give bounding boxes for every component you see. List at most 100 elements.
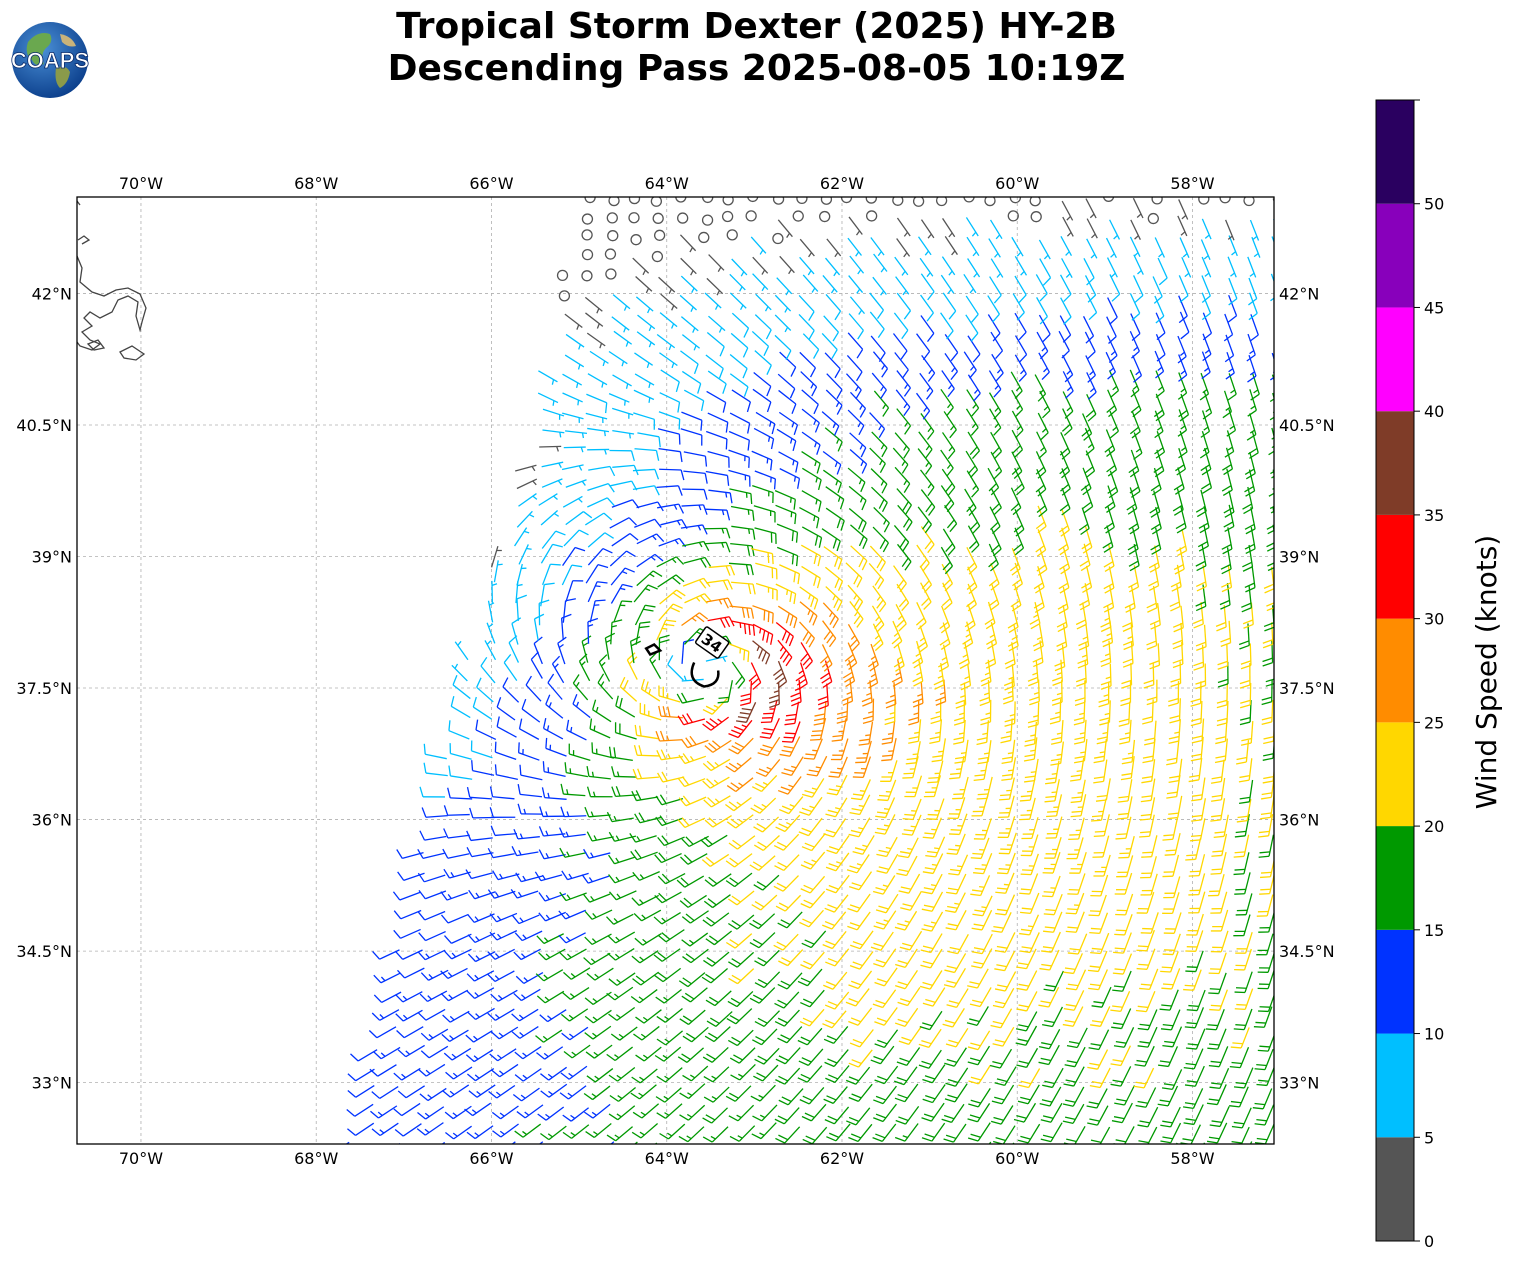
wind-barb xyxy=(896,488,912,515)
wind-barb xyxy=(1114,914,1133,936)
wind-barb xyxy=(677,212,689,224)
wind-barb xyxy=(801,431,821,455)
wind-barb xyxy=(1114,1085,1136,1106)
wind-barb xyxy=(512,1087,540,1102)
wind-barb xyxy=(1043,911,1063,933)
wind-barb xyxy=(480,656,496,684)
wind-barb xyxy=(1004,642,1016,670)
wind-barb xyxy=(1109,274,1121,302)
wind-barb xyxy=(848,1007,873,1026)
wind-barb xyxy=(496,697,516,721)
wind-barb xyxy=(1016,948,1037,970)
wind-barb xyxy=(1216,700,1229,727)
wind-barb xyxy=(1177,335,1187,364)
wind-barb xyxy=(538,826,566,837)
colorbar-bin xyxy=(1376,100,1414,204)
wind-barb xyxy=(806,755,828,777)
wind-barb xyxy=(965,295,979,323)
wind-barb xyxy=(729,353,748,379)
wind-barb xyxy=(775,504,797,525)
wind-barb xyxy=(628,212,640,224)
wind-barb xyxy=(423,762,448,777)
wind-barb xyxy=(563,1143,565,1144)
wind-barb xyxy=(1150,467,1162,496)
wind-barb xyxy=(1216,682,1228,709)
wind-barb xyxy=(598,654,611,682)
wind-barb xyxy=(947,797,966,819)
wind-barb xyxy=(1110,990,1131,1013)
wind-barb xyxy=(393,909,422,920)
wind-barb xyxy=(1222,447,1234,476)
wind-barb xyxy=(486,622,496,644)
wind-barb xyxy=(706,579,733,591)
wind-barb xyxy=(847,584,864,611)
wind-barb xyxy=(373,991,402,1003)
wind-barb xyxy=(417,872,446,883)
wind-barb xyxy=(963,273,977,294)
wind-barb xyxy=(826,774,848,796)
wind-barb xyxy=(873,1085,897,1105)
wind-barb xyxy=(1015,1025,1038,1046)
wind-barb xyxy=(632,485,660,496)
wind-barb xyxy=(1201,292,1212,321)
wind-barb xyxy=(1268,427,1274,456)
wind-barb xyxy=(1167,795,1183,820)
wind-barb xyxy=(1139,968,1159,990)
colorbar-tick-label: 35 xyxy=(1424,506,1444,525)
wind-barb xyxy=(1039,1086,1062,1107)
wind-barb xyxy=(966,470,980,498)
wind-barb xyxy=(846,854,870,874)
wind-barb xyxy=(708,254,725,273)
wind-barb xyxy=(1114,872,1133,895)
wind-barb xyxy=(799,909,824,928)
wind-barb xyxy=(466,987,495,999)
wind-barb xyxy=(419,1087,447,1102)
wind-barb xyxy=(537,1106,565,1121)
wind-barb xyxy=(702,776,730,789)
wind-barb xyxy=(819,210,831,223)
wind-barb xyxy=(1192,601,1204,629)
wind-barb xyxy=(487,1008,515,1021)
wind-barb xyxy=(1129,236,1141,258)
wind-barb xyxy=(990,331,1004,359)
wind-barb xyxy=(445,1066,473,1080)
wind-barb xyxy=(1244,507,1256,535)
wind-barb xyxy=(398,1143,401,1144)
wind-barb xyxy=(1228,235,1238,257)
colorbar-tick-label: 45 xyxy=(1424,298,1444,317)
wind-barb xyxy=(965,450,979,479)
wind-barb xyxy=(896,1047,921,1066)
wind-barb xyxy=(824,427,843,452)
wind-barb xyxy=(725,796,752,812)
wind-barb xyxy=(1038,1028,1061,1050)
wind-barb xyxy=(514,1123,542,1138)
wind-barb xyxy=(559,1085,587,1100)
wind-barb xyxy=(701,853,730,867)
wind-barb xyxy=(678,972,706,988)
wind-barb xyxy=(679,234,697,253)
wind-barb xyxy=(542,718,564,740)
wind-barb xyxy=(1086,218,1098,239)
wind-barb xyxy=(1038,314,1051,343)
wind-barb xyxy=(513,828,540,840)
wind-barb xyxy=(971,933,993,955)
wind-barb xyxy=(706,277,724,296)
wind-barb xyxy=(945,892,966,913)
wind-barb xyxy=(1137,1026,1158,1048)
wind-barb xyxy=(1214,738,1228,764)
wind-barb xyxy=(396,849,424,859)
wind-barb xyxy=(1239,663,1251,689)
wind-barb xyxy=(1178,295,1188,324)
wind-barb xyxy=(941,370,955,398)
wind-barb xyxy=(1088,969,1108,991)
wind-barb xyxy=(489,786,515,800)
wind-barb xyxy=(1086,372,1097,400)
wind-barb xyxy=(942,528,956,556)
wind-barb xyxy=(1046,794,1063,818)
wind-barb xyxy=(1033,585,1045,613)
wind-barb xyxy=(559,948,587,961)
wind-barb xyxy=(1095,778,1111,802)
wind-barb xyxy=(798,1048,824,1066)
wind-barb xyxy=(1221,527,1233,555)
wind-barb xyxy=(698,231,710,244)
